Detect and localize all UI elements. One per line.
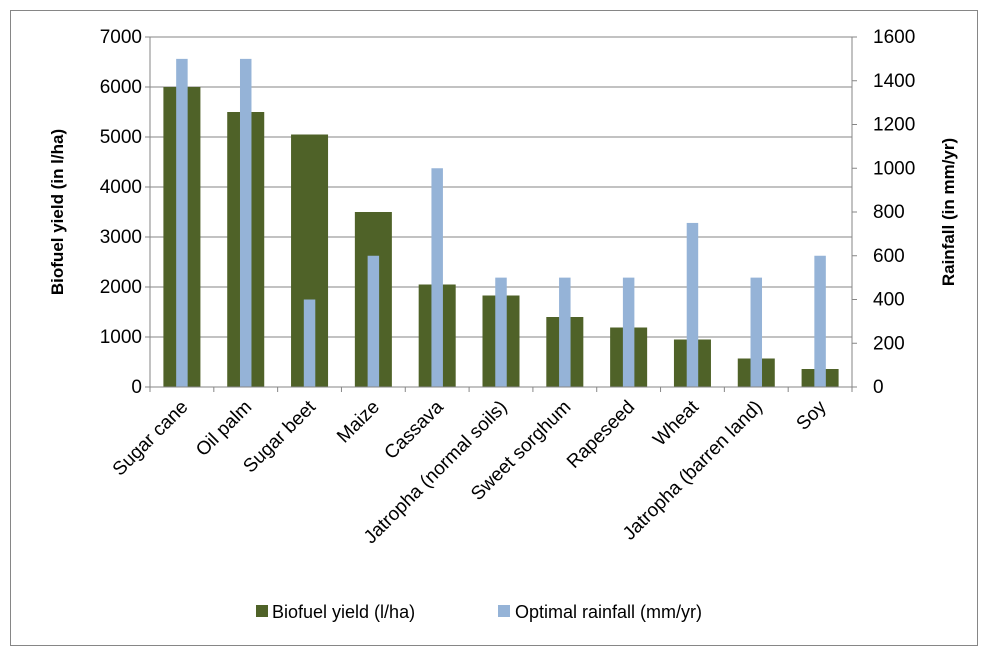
x-tick-label: Cassava [381, 396, 448, 463]
y2-tick-label: 1200 [873, 115, 915, 136]
y-axis-title: Biofuel yield (in l/ha) [48, 129, 67, 295]
axes [145, 36, 857, 392]
bar-optimal-rainfall [750, 277, 763, 387]
bar-optimal-rainfall [814, 255, 826, 387]
bar-optimal-rainfall [176, 58, 188, 387]
x-tick-label: Maize [333, 397, 384, 448]
bar-optimal-rainfall [431, 168, 443, 387]
y2-axis-title: Rainfall (in mm/yr) [939, 138, 958, 286]
legend-label-biofuel-yield: Biofuel yield (l/ha) [272, 602, 415, 622]
y-tick-labels: 0 1000 2000 3000 4000 5000 6000 7000 [100, 27, 142, 398]
x-tick-label: Wheat [649, 396, 703, 450]
legend-swatch-optimal-rainfall [498, 605, 510, 617]
bar-optimal-rainfall [367, 255, 380, 387]
y2-tick-labels: 0 200 400 600 800 1000 1200 1400 1600 [873, 27, 915, 398]
x-tick-label: Oil palm [192, 397, 256, 461]
y-tick-label: 6000 [100, 77, 142, 98]
y-tick-label: 7000 [100, 27, 142, 48]
legend: Biofuel yield (l/ha) Optimal rainfall (mm… [256, 602, 702, 622]
y-tick-label: 1000 [100, 327, 142, 348]
bar-optimal-rainfall [303, 299, 316, 387]
y-tick-label: 3000 [100, 227, 142, 248]
y2-tick-label: 200 [873, 333, 905, 354]
bar-optimal-rainfall [686, 222, 699, 387]
y-tick-label: 2000 [100, 277, 142, 298]
y-tick-label: 4000 [100, 177, 142, 198]
bar-series [163, 58, 839, 387]
y-tick-label: 5000 [100, 127, 142, 148]
y-tick-label: 0 [131, 377, 142, 398]
y2-tick-label: 1600 [873, 27, 915, 48]
legend-swatch-biofuel-yield [256, 605, 268, 617]
y2-tick-label: 400 [873, 290, 905, 311]
y2-tick-label: 1400 [873, 71, 915, 92]
bar-optimal-rainfall [495, 277, 507, 387]
x-tick-label: Sugar cane [109, 397, 193, 481]
bar-optimal-rainfall [622, 277, 635, 387]
bar-optimal-rainfall [559, 277, 571, 387]
y2-tick-label: 1000 [873, 158, 915, 179]
legend-label-optimal-rainfall: Optimal rainfall (mm/yr) [515, 602, 702, 622]
y2-tick-label: 600 [873, 246, 905, 267]
y2-tick-label: 800 [873, 202, 905, 223]
x-tick-label: Rapeseed [563, 397, 639, 473]
x-tick-label: Soy [793, 396, 831, 434]
bar-optimal-rainfall [239, 58, 252, 387]
y2-tick-label: 0 [873, 377, 884, 398]
